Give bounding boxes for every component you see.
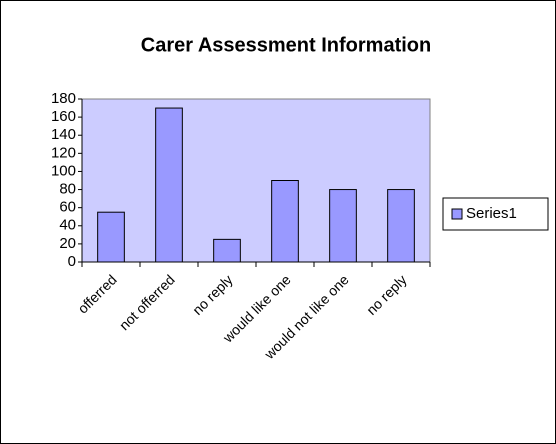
legend-label: Series1: [466, 205, 517, 222]
y-tick-label: 60: [59, 199, 76, 216]
bar: [329, 189, 357, 263]
bar: [387, 189, 415, 263]
y-tick-label: 80: [59, 181, 76, 198]
y-tick-label: 180: [51, 90, 76, 107]
bar: [271, 180, 299, 263]
y-tick-label: 40: [59, 217, 76, 234]
bar: [213, 238, 241, 263]
bar: [155, 107, 183, 263]
y-tick-label: 160: [51, 108, 76, 125]
y-tick-label: 140: [51, 126, 76, 143]
y-tick-label: 20: [59, 235, 76, 252]
legend-swatch: [451, 208, 463, 220]
y-tick-label: 100: [51, 162, 76, 179]
bar: [97, 211, 125, 263]
chart-title: Carer Assessment Information: [141, 34, 431, 56]
y-tick-label: 0: [68, 253, 76, 270]
y-tick-label: 120: [51, 144, 76, 161]
plot-area: [81, 98, 431, 263]
